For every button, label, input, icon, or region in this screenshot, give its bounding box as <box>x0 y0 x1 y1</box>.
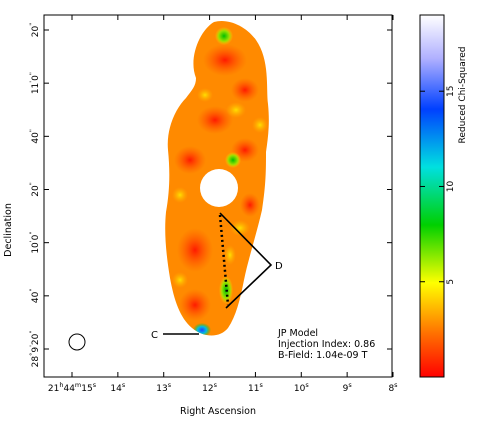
y-axis-ticks: 20" 11'0" 40" 20" 10'0" 40" 28°9'20" <box>28 23 392 368</box>
red-patch <box>240 193 260 217</box>
annotation-d: D <box>218 212 283 309</box>
x-axis-ticks: 21h44m15s 14s 13s 12s 11s 10s 9s 8s <box>48 15 398 394</box>
beam-ellipse <box>68 333 86 351</box>
green-patch <box>225 152 241 168</box>
x-tick-label: 11s <box>248 381 263 394</box>
colorbar-title: Reduced Chi-Squared <box>458 47 468 144</box>
red-patch <box>177 228 213 272</box>
yellow-patch <box>252 117 268 133</box>
jet-dotted-line <box>218 214 230 306</box>
colorbar-ticks: 5 10 15 <box>420 85 456 285</box>
x-axis-title: Right Ascension <box>180 406 256 417</box>
yellow-patch <box>230 220 250 236</box>
x-tick-label: 12s <box>202 381 217 394</box>
y-tick-label: 40" <box>28 129 41 143</box>
red-patch <box>231 78 259 102</box>
model-name: JP Model <box>277 328 318 339</box>
y-tick-label: 28°9'20" <box>28 331 41 368</box>
annotation-c: C <box>151 330 199 341</box>
x-tick-label: 21h44m15s <box>48 381 97 394</box>
green-patch <box>224 245 236 265</box>
y-tick-label: 40" <box>28 289 41 303</box>
colorbar-tick-label: 5 <box>446 279 456 285</box>
x-tick-label: 9s <box>343 381 353 394</box>
green-patch <box>215 27 233 45</box>
yellow-patch <box>197 88 213 102</box>
x-tick-label: 14s <box>110 381 125 394</box>
red-patch <box>203 44 247 76</box>
annotation-d-label: D <box>275 261 283 272</box>
y-tick-label: 11'0" <box>28 72 41 94</box>
yellow-patch <box>226 102 246 118</box>
annotation-c-label: C <box>151 330 158 341</box>
colorbar-tick-label: 10 <box>446 180 456 192</box>
colorbar-tick-label: 15 <box>446 85 456 96</box>
b-field: B-Field: 1.04e-09 T <box>278 350 368 361</box>
y-tick-label: 10'0" <box>28 232 41 254</box>
red-patch <box>179 289 211 321</box>
y-axis-title: Declination <box>3 203 14 257</box>
yellow-patch <box>172 272 188 288</box>
x-tick-label: 10s <box>294 381 309 394</box>
yellow-patch <box>172 187 188 203</box>
red-patch <box>197 106 233 134</box>
injection-index: Injection Index: 0.86 <box>278 339 375 350</box>
y-tick-label: 20" <box>28 182 41 196</box>
annotation-d-pointer <box>219 212 273 309</box>
x-tick-label: 13s <box>156 381 171 394</box>
red-patch <box>174 146 206 174</box>
colorbar <box>419 14 445 378</box>
y-tick-label: 20" <box>28 23 41 37</box>
masked-core <box>200 169 238 207</box>
model-info: JP Model Injection Index: 0.86 B-Field: … <box>277 328 375 361</box>
x-tick-label: 8s <box>388 381 398 394</box>
